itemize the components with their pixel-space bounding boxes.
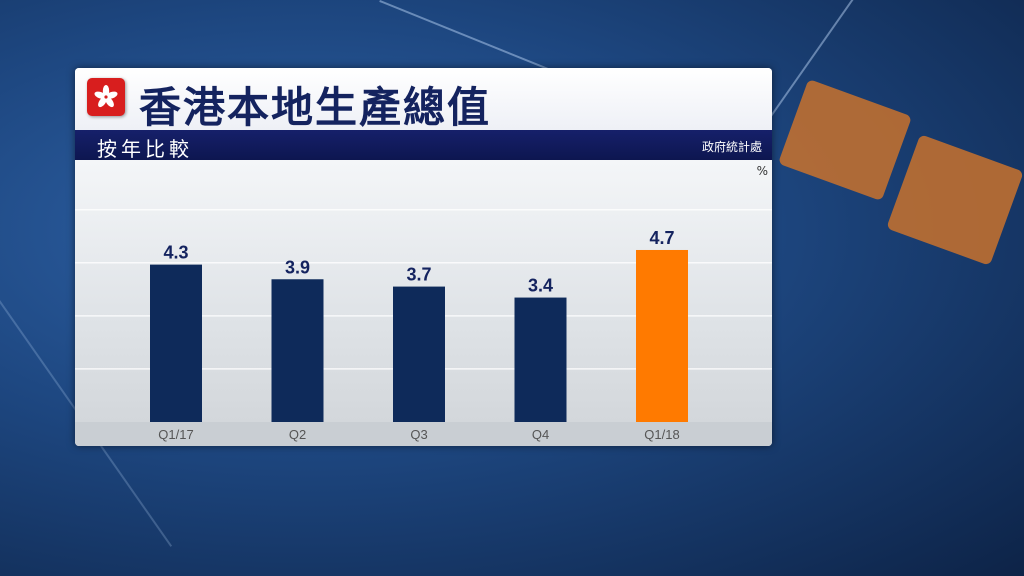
data-label: 3.9 <box>285 257 310 277</box>
bar <box>514 297 567 422</box>
x-tick-label: Q4 <box>532 427 549 442</box>
bar <box>150 264 202 422</box>
x-tick-label: Q1/18 <box>644 427 679 442</box>
data-label: 3.4 <box>528 276 553 296</box>
x-tick-label: Q3 <box>410 427 427 442</box>
data-label: 4.7 <box>649 228 674 248</box>
chart-title: 香港本地生產總值 <box>139 83 492 132</box>
data-label: 3.7 <box>406 265 431 285</box>
chart-subtitle: 按年比較 <box>97 137 193 161</box>
unit-label: % <box>756 164 768 178</box>
background-graphic <box>777 78 913 202</box>
bar <box>636 249 688 422</box>
title-bar: 香港本地生產總值 <box>75 68 772 132</box>
chart-panel: 香港本地生產總值 按年比較 政府統計處 % 4.3 Q1/17 3.9 Q2 3.7 Q3… <box>75 68 772 446</box>
background-graphic <box>886 134 1024 266</box>
bar <box>393 286 445 422</box>
data-source: 政府統計處 <box>701 140 762 154</box>
subtitle-bar: 按年比較 政府統計處 <box>75 130 772 161</box>
hk-bauhinia-flag-icon <box>87 78 125 116</box>
x-tick-label: Q1/17 <box>158 427 193 442</box>
x-axis-strip <box>75 422 772 446</box>
data-label: 4.3 <box>163 243 188 263</box>
x-tick-label: Q2 <box>289 427 306 442</box>
bar-chart: 4.3 Q1/17 3.9 Q2 3.7 Q3 3.4 Q4 4.7 Q1/18 <box>75 208 772 442</box>
bar <box>271 279 324 422</box>
